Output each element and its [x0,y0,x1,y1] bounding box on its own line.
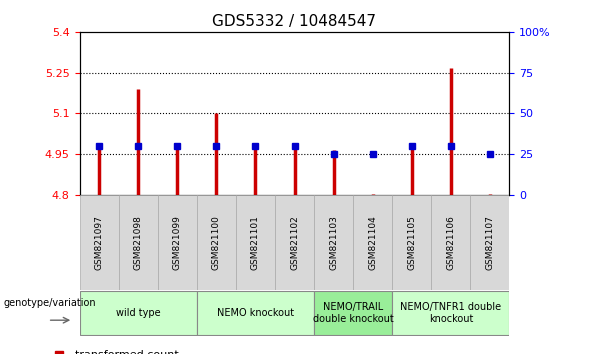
Text: GSM821097: GSM821097 [95,215,104,270]
FancyBboxPatch shape [392,195,431,290]
Text: GSM821098: GSM821098 [134,215,143,270]
FancyBboxPatch shape [314,291,392,335]
Title: GDS5332 / 10484547: GDS5332 / 10484547 [213,14,376,29]
FancyBboxPatch shape [158,195,197,290]
FancyBboxPatch shape [314,195,353,290]
FancyBboxPatch shape [236,195,275,290]
FancyBboxPatch shape [197,291,314,335]
FancyBboxPatch shape [353,195,392,290]
Text: GSM821107: GSM821107 [485,215,494,270]
Text: GSM821106: GSM821106 [446,215,455,270]
Text: GSM821103: GSM821103 [329,215,338,270]
FancyBboxPatch shape [197,195,236,290]
Text: NEMO/TRAIL
double knockout: NEMO/TRAIL double knockout [313,302,393,324]
Text: GSM821102: GSM821102 [290,215,299,270]
Text: GSM821105: GSM821105 [407,215,416,270]
FancyBboxPatch shape [275,195,314,290]
Text: GSM821104: GSM821104 [368,215,377,270]
Text: genotype/variation: genotype/variation [4,298,97,308]
FancyBboxPatch shape [471,195,509,290]
Text: transformed count: transformed count [74,350,178,354]
FancyBboxPatch shape [392,291,509,335]
FancyBboxPatch shape [118,195,158,290]
Text: NEMO/TNFR1 double
knockout: NEMO/TNFR1 double knockout [401,302,501,324]
Text: GSM821100: GSM821100 [212,215,221,270]
Text: NEMO knockout: NEMO knockout [217,308,294,318]
FancyBboxPatch shape [80,291,197,335]
FancyBboxPatch shape [431,195,471,290]
Text: GSM821101: GSM821101 [251,215,260,270]
FancyBboxPatch shape [80,195,118,290]
Text: GSM821099: GSM821099 [173,215,182,270]
Text: wild type: wild type [116,308,160,318]
